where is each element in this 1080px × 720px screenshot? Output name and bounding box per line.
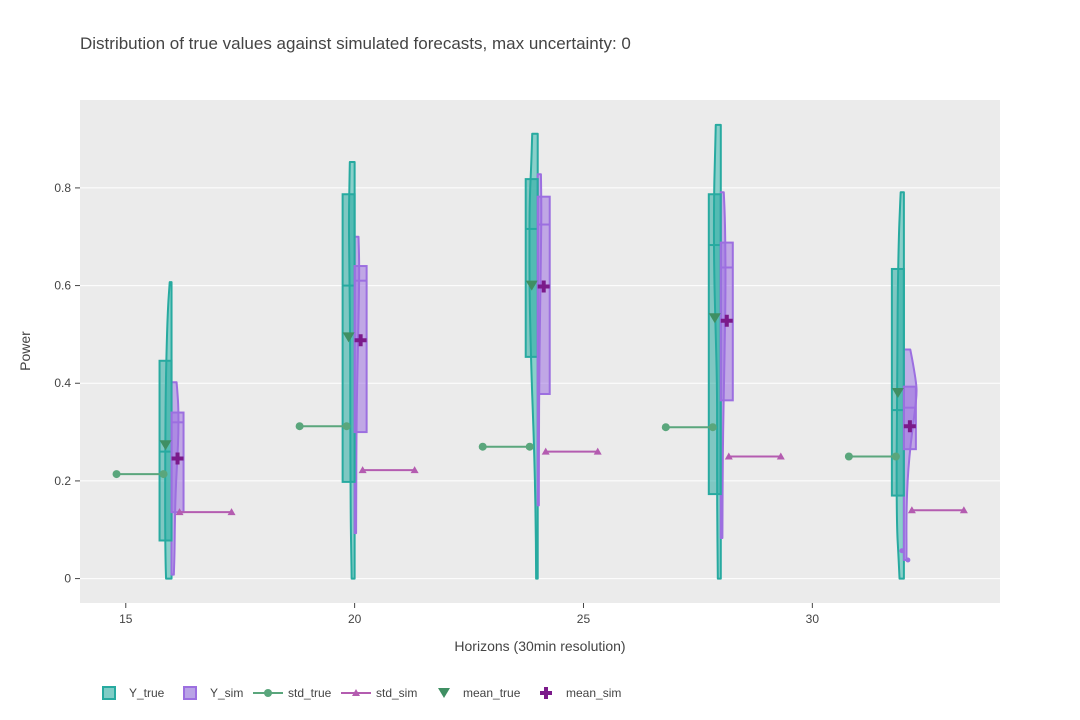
std-true-point	[525, 442, 534, 451]
legend-swatch-marker	[438, 688, 450, 698]
mean-true-marker-h16	[159, 440, 172, 451]
legend[interactable]: Y_true Y_sim std_true std_sim mean_true mean_…	[102, 686, 621, 700]
x-tick-label: 30	[806, 612, 820, 626]
legend-swatch-marker	[540, 687, 552, 699]
mean-sim-marker-h32	[903, 420, 916, 433]
std-true-point	[159, 470, 168, 479]
legend-item-mean-true[interactable]: mean_true	[438, 686, 521, 700]
legend-item-std-sim[interactable]: std_sim	[341, 686, 417, 700]
std-sim-point	[593, 447, 602, 455]
std-true-point	[295, 422, 304, 431]
box-true-h32	[890, 267, 905, 497]
box-true-h28	[707, 193, 722, 496]
std-sim-point	[227, 508, 236, 516]
legend-label: std_true	[288, 686, 332, 700]
legend-label: Y_sim	[210, 686, 243, 700]
legend-swatch	[102, 686, 116, 700]
box-sim-h24-rect	[536, 195, 551, 395]
std-sim-point	[959, 506, 968, 514]
std-true-point	[844, 452, 853, 461]
y-tick-label: 0	[64, 572, 71, 586]
std-true-point	[708, 423, 717, 432]
legend-swatch	[183, 686, 197, 700]
std-sim-point	[175, 508, 184, 516]
std-true-point	[891, 452, 900, 461]
std-true-point	[342, 422, 351, 431]
chart-title: Distribution of true values against simu…	[80, 34, 631, 53]
violins	[158, 123, 918, 580]
box-sim-h20-rect	[353, 265, 368, 434]
box-sim-h20	[353, 265, 368, 434]
mean-sim-marker-h16	[171, 452, 184, 465]
mean-true-marker-h24	[525, 280, 538, 291]
box-true-h16	[158, 359, 173, 542]
std-sim-point	[907, 506, 916, 514]
box-sim-h32	[902, 385, 917, 451]
std-sim-point	[358, 466, 367, 474]
legend-label: Y_true	[129, 686, 165, 700]
legend-item-y-true[interactable]: Y_true	[102, 686, 165, 700]
y-tick-label: 0.2	[54, 474, 71, 488]
legend-swatch-marker	[352, 689, 360, 696]
mean-true-marker-h32	[891, 388, 904, 399]
legend-item-mean-sim[interactable]: mean_sim	[540, 686, 621, 700]
x-axis-title: Horizons (30min resolution)	[454, 638, 625, 654]
y-tick-label: 0.6	[54, 279, 71, 293]
box-true-h24	[524, 178, 539, 358]
std-sim-point	[410, 466, 419, 474]
mean-sim-marker-h28	[720, 314, 733, 327]
legend-item-std-true[interactable]: std_true	[253, 686, 332, 700]
legend-label: mean_true	[463, 686, 521, 700]
legend-label: mean_sim	[566, 686, 621, 700]
mean-true-marker-h28	[708, 313, 721, 324]
x-tick-label: 20	[348, 612, 362, 626]
legend-swatch-marker	[264, 689, 272, 697]
box-true-h24-rect	[524, 178, 539, 358]
legend-label: std_sim	[376, 686, 417, 700]
box-sim-h32-rect	[902, 385, 917, 451]
legend-item-y-sim[interactable]: Y_sim	[183, 686, 243, 700]
mean-true-marker-h20	[342, 332, 355, 343]
std-sim-point	[776, 452, 785, 460]
std-true-point	[661, 423, 670, 432]
sim-outlier-point	[899, 548, 905, 554]
box-true-h32-rect	[890, 267, 905, 497]
std-true-point	[478, 442, 487, 451]
std-sim-point	[724, 452, 733, 460]
markers	[112, 280, 968, 563]
std-sim-point	[541, 447, 550, 455]
std-true-point	[112, 470, 121, 479]
x-tick-label: 25	[577, 612, 591, 626]
y-tick-label: 0.4	[54, 376, 71, 390]
mean-sim-marker-h20	[354, 334, 367, 347]
sim-outlier-point	[905, 557, 911, 563]
y-tick-label: 0.8	[54, 181, 71, 195]
mean-sim-marker-h24	[537, 280, 550, 293]
axes: 0 0.2 0.4 0.6 0.8 15 20 25 30	[54, 181, 819, 626]
x-tick-label: 15	[119, 612, 133, 626]
box-true-h28-rect	[707, 193, 722, 496]
box-sim-h24	[536, 195, 551, 395]
y-axis-title: Power	[17, 331, 33, 371]
